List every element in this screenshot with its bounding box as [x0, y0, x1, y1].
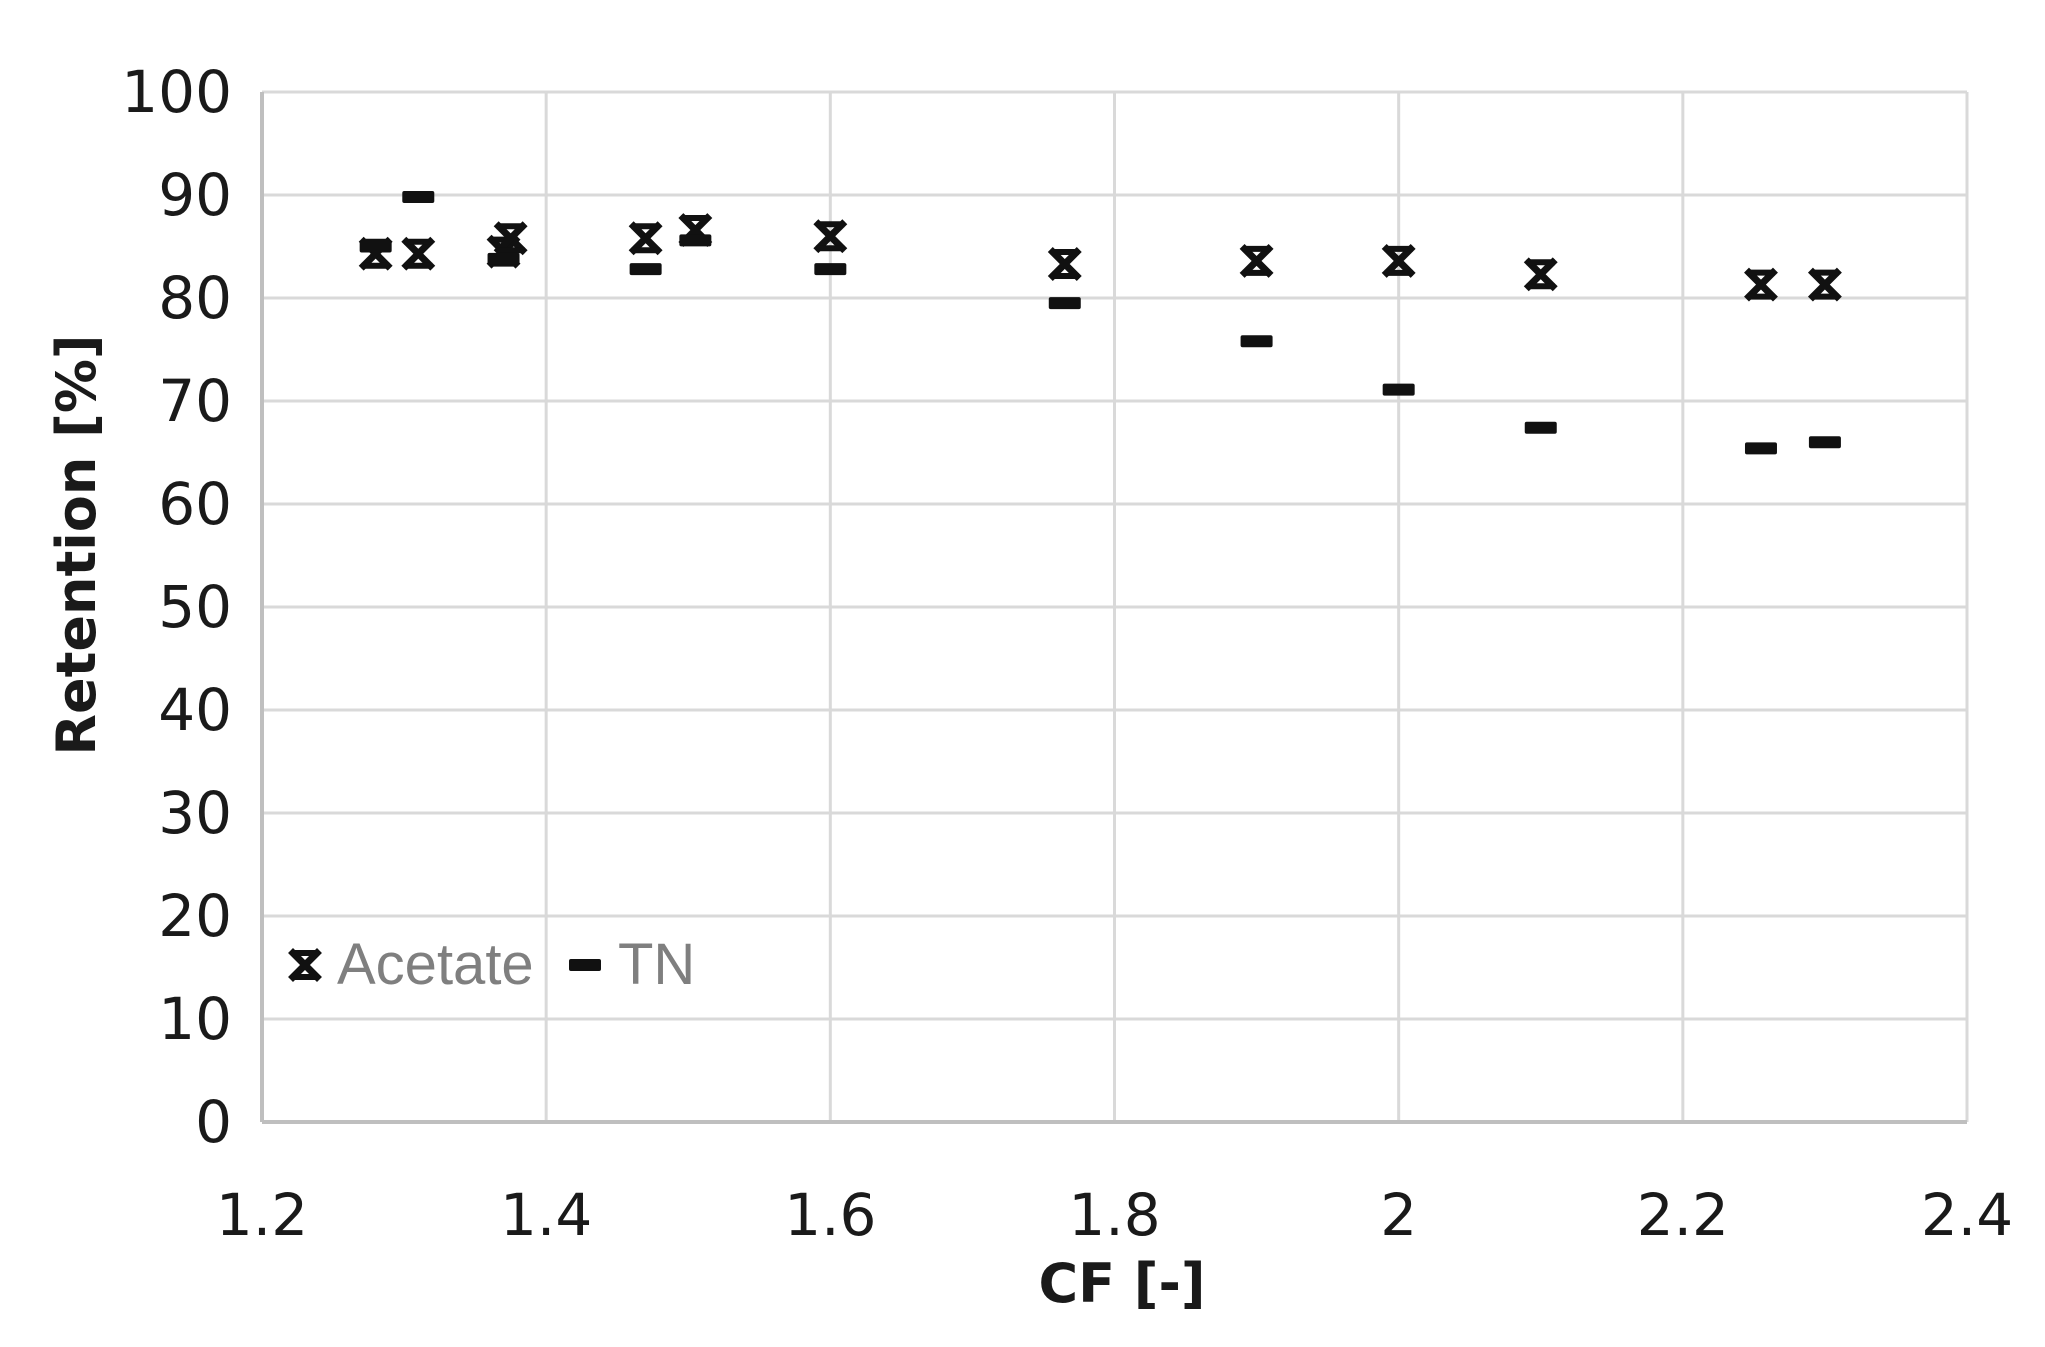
data-point-tn [1382, 383, 1415, 396]
data-point-tn [1240, 335, 1273, 348]
data-point-acetate [1744, 267, 1778, 302]
y-tick-label: 10 [158, 985, 232, 1053]
x-tick-label: 1.8 [1068, 1181, 1160, 1249]
y-tick-label: 80 [158, 264, 232, 332]
data-point-acetate [1047, 247, 1082, 281]
data-point-tn [1048, 297, 1081, 310]
x-axis-title: CF [-] [1038, 1252, 1205, 1315]
data-point-tn [679, 234, 712, 247]
data-point-tn [402, 191, 435, 204]
data-point-tn [359, 240, 392, 253]
x-tick-label: 2.2 [1637, 1181, 1729, 1249]
legend: Acetate TN [288, 932, 695, 997]
legend-label-tn: TN [618, 932, 695, 997]
data-point-acetate [1523, 257, 1558, 292]
data-point-tn [487, 252, 520, 265]
legend-symbol-tn [569, 959, 601, 971]
y-tick-label: 50 [158, 573, 232, 641]
y-tick-labels: 0 10 20 30 40 50 60 70 80 90 100 [121, 58, 232, 1156]
data-point-tn [1808, 436, 1841, 449]
x-tick-label: 2 [1380, 1181, 1417, 1249]
data-point-acetate [401, 236, 436, 271]
x-tick-label: 2.4 [1921, 1181, 2013, 1249]
data-point-acetate [1807, 267, 1842, 302]
legend-marker-acetate [288, 948, 322, 982]
data-markers [358, 191, 1842, 455]
x-tick-label: 1.6 [784, 1181, 876, 1249]
x-tick-label: 1.2 [216, 1181, 308, 1249]
data-point-tn [1524, 421, 1557, 434]
plot-axes [260, 92, 1967, 1124]
y-axis-title: Retention [%] [45, 334, 108, 755]
legend-symbol-acetate [288, 948, 322, 982]
y-tick-label: 100 [121, 58, 232, 126]
data-point-acetate [1239, 243, 1274, 278]
data-point-acetate [1381, 243, 1416, 278]
legend-marker-tn [569, 959, 601, 971]
data-point-tn [1744, 442, 1777, 455]
y-tick-label: 40 [158, 676, 232, 744]
legend-label-acetate: Acetate [337, 932, 534, 997]
y-tick-label: 20 [158, 882, 232, 950]
x-tick-label: 1.4 [500, 1181, 592, 1249]
y-tick-label: 90 [158, 161, 232, 229]
data-point-acetate [628, 221, 663, 256]
data-point-tn [814, 263, 847, 276]
x-tick-labels: 1.2 1.4 1.6 1.8 2 2.2 2.4 [216, 1181, 2013, 1249]
y-tick-label: 0 [195, 1088, 232, 1156]
y-tick-label: 30 [158, 779, 232, 847]
y-tick-label: 60 [158, 470, 232, 538]
data-point-acetate [813, 219, 848, 254]
data-point-acetate [493, 221, 528, 256]
y-tick-label: 70 [158, 367, 232, 435]
data-point-tn [629, 263, 662, 276]
